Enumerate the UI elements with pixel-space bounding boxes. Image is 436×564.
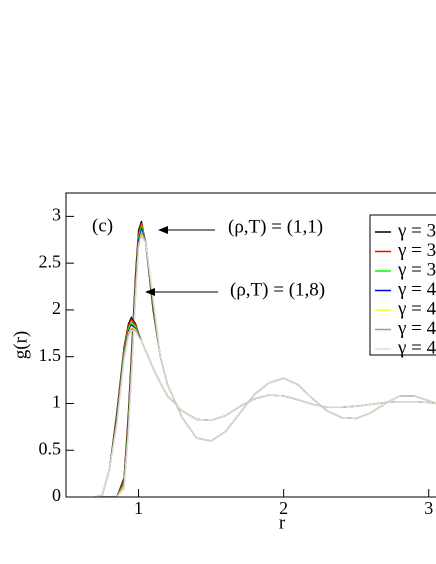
y-axis-label: g(r) <box>10 331 31 359</box>
x-tick-label: 3 <box>424 498 433 518</box>
x-tick-label: 2 <box>279 498 288 518</box>
legend-label: γ = 4 <box>397 337 436 358</box>
arrow-head <box>158 226 168 234</box>
series-line <box>94 329 436 497</box>
y-tick-label: 2.5 <box>39 251 62 271</box>
y-tick-label: 2 <box>52 298 61 318</box>
y-tick-label: 0 <box>52 485 61 505</box>
x-axis-label: r <box>279 512 286 533</box>
annotation: (ρ,T) = (1,8) <box>230 279 325 300</box>
curves <box>94 220 436 497</box>
legend-label: γ = 4 <box>397 279 436 300</box>
y-tick-label: 0.5 <box>39 438 62 458</box>
legend-box <box>369 214 436 356</box>
arrow-head <box>145 288 155 296</box>
panel-label: (c) <box>92 215 113 236</box>
legend-label: γ = 4 <box>397 318 436 339</box>
legend-label: γ = 3 <box>397 220 436 241</box>
legend: γ = 3γ = 3γ = 3γ = 4γ = 4γ = 4γ = 4 <box>369 214 436 358</box>
y-tick-label: 1 <box>52 392 61 412</box>
legend-label: γ = 4 <box>397 298 436 319</box>
series-line <box>95 234 436 497</box>
annotation: (ρ,T) = (1,1) <box>228 216 323 237</box>
y-tick-label: 3 <box>52 205 61 225</box>
plot-frame <box>65 192 436 498</box>
y-tick-label: 1.5 <box>39 345 62 365</box>
x-tick-label: 1 <box>134 498 143 518</box>
legend-label: γ = 3 <box>397 259 436 280</box>
legend-label: γ = 3 <box>397 240 436 261</box>
